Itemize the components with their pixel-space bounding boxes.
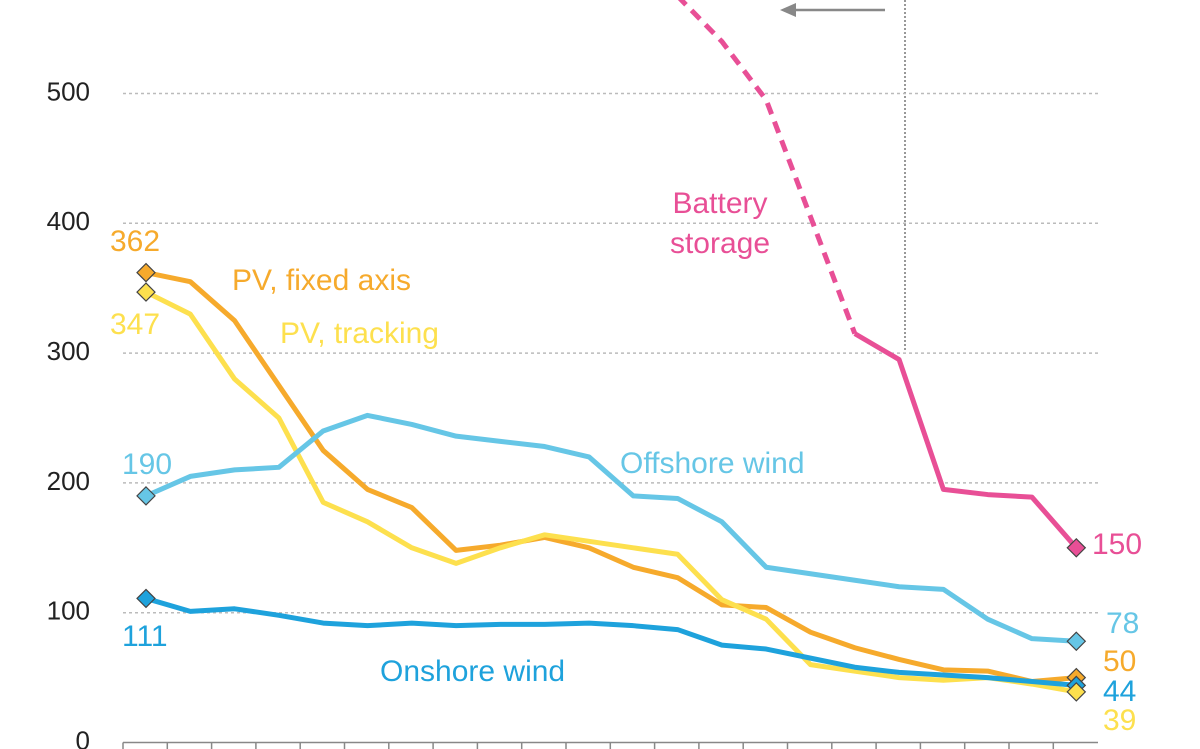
series-label: PV, tracking — [280, 317, 439, 350]
marker — [1066, 631, 1087, 652]
value-label: 362 — [110, 225, 160, 258]
marker — [136, 588, 156, 609]
value-label: 44 — [1103, 675, 1136, 708]
y-tick-label: 100 — [47, 596, 90, 626]
series-line — [853, 331, 1079, 550]
value-label: 78 — [1106, 607, 1139, 640]
arrow-head — [780, 3, 796, 17]
plot — [144, 0, 1079, 695]
marker — [136, 282, 156, 302]
series-label: Onshore wind — [380, 655, 565, 688]
series-line — [145, 596, 1077, 688]
value-label: 150 — [1092, 528, 1142, 561]
series-line — [677, 0, 858, 335]
marker — [1066, 537, 1087, 558]
y-tick-label: 400 — [47, 206, 90, 236]
marker — [136, 262, 156, 283]
y-tick-label: 500 — [47, 76, 90, 106]
series-line — [144, 289, 1077, 695]
y-tick-label: 200 — [47, 466, 90, 496]
series-label: Battery storage — [670, 187, 770, 260]
value-label: 111 — [122, 620, 168, 653]
y-tick-label: 0 — [76, 725, 90, 749]
series-label: PV, fixed axis — [232, 264, 411, 297]
value-label: 50 — [1103, 645, 1136, 678]
marker — [1066, 682, 1087, 702]
y-tick-label: 300 — [47, 336, 90, 366]
value-label: 190 — [122, 448, 172, 481]
series-line — [145, 270, 1077, 684]
value-label: 347 — [110, 308, 160, 341]
series-line — [144, 412, 1077, 644]
marker — [136, 486, 156, 506]
value-label: 39 — [1103, 704, 1136, 737]
series-label: Offshore wind — [620, 447, 805, 480]
